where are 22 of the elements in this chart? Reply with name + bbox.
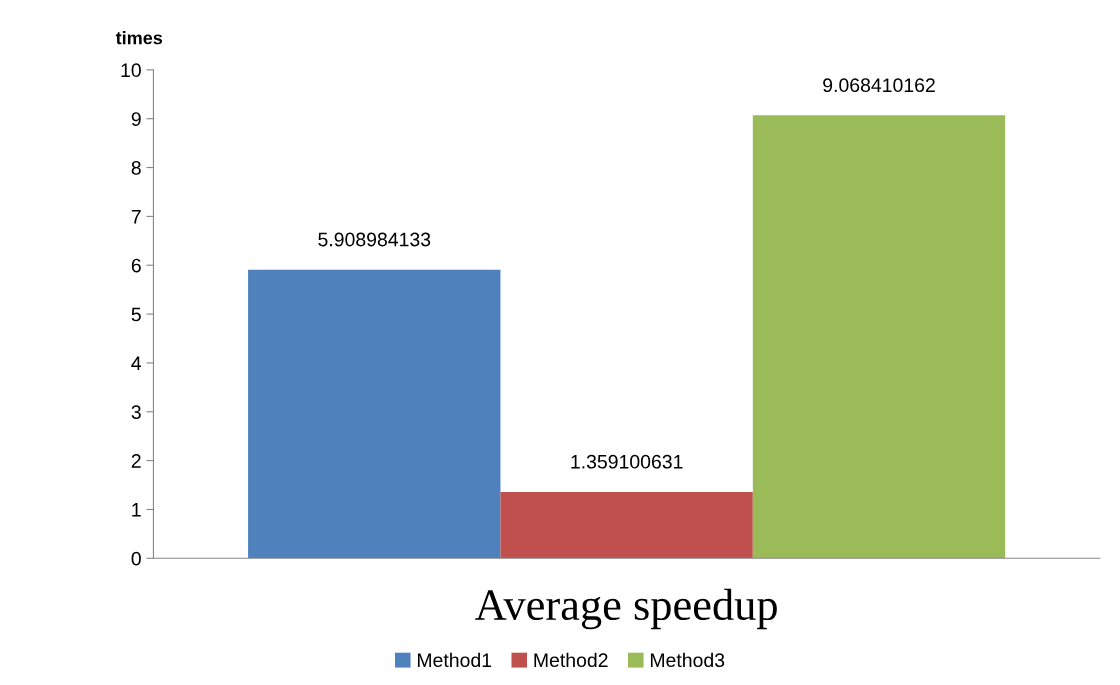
legend-label: Method1 bbox=[417, 652, 492, 668]
x-tick-label: Average speedup bbox=[475, 588, 777, 630]
y-tick-label: 6 bbox=[131, 258, 141, 273]
y-tick-label: 5 bbox=[131, 307, 141, 322]
data-label: 1.359100631 bbox=[571, 454, 683, 469]
data-label: 5.908984133 bbox=[318, 232, 431, 247]
y-tick-label: 9 bbox=[131, 112, 141, 126]
y-tick-label: 4 bbox=[131, 356, 142, 370]
y-tick-label: 10 bbox=[121, 63, 141, 78]
y-tick-label: 8 bbox=[131, 161, 141, 175]
legend-label: Method2 bbox=[534, 652, 608, 668]
bar bbox=[752, 115, 1006, 559]
data-label: 9.068410162 bbox=[823, 78, 935, 93]
y-tick-label: 3 bbox=[131, 405, 141, 419]
y-tick-label: 7 bbox=[131, 210, 141, 224]
y-axis-title: times bbox=[115, 31, 163, 45]
bar bbox=[500, 491, 753, 559]
y-tick-label: 2 bbox=[131, 454, 141, 468]
legend-label: Method3 bbox=[650, 652, 725, 668]
bar bbox=[248, 269, 501, 559]
y-tick-label: 0 bbox=[131, 551, 141, 566]
y-tick-label: 1 bbox=[132, 503, 141, 517]
